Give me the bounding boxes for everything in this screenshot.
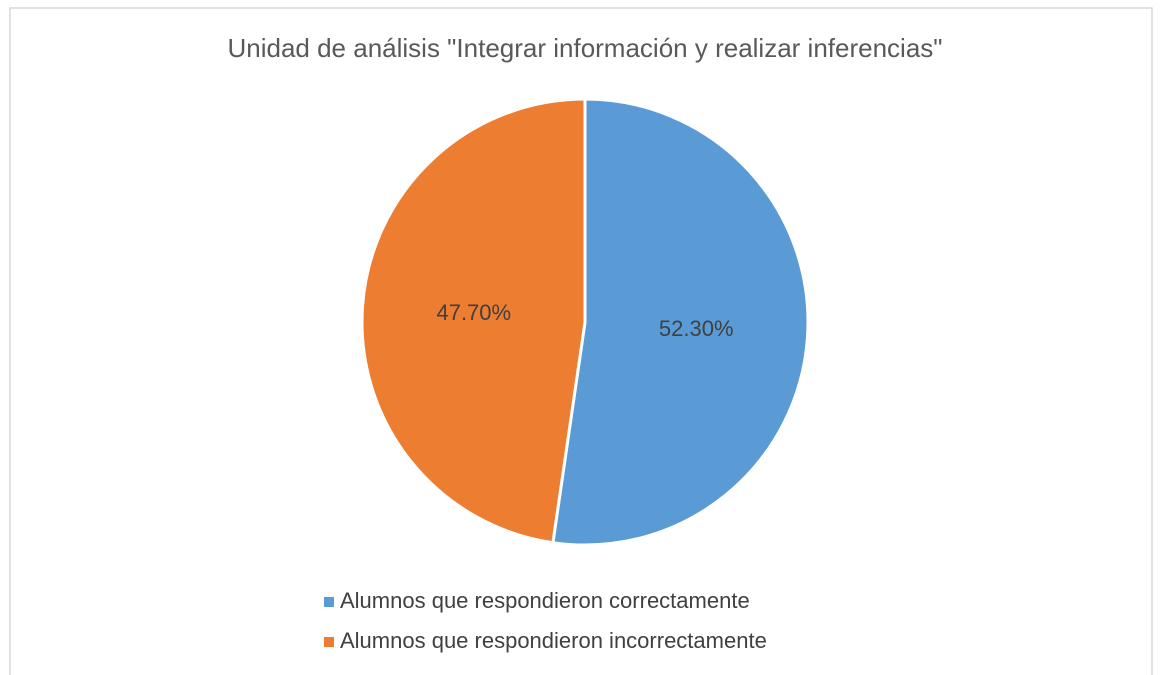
pie-slice	[360, 97, 587, 545]
legend-label: Alumnos que respondieron incorrectamente	[340, 628, 767, 653]
chart-border	[9, 7, 1153, 675]
legend-marker	[324, 597, 334, 607]
pie-slice	[551, 97, 810, 547]
legend-marker	[324, 637, 334, 647]
legend-label: Alumnos que respondieron correctamente	[340, 588, 750, 613]
chart-title: Unidad de análisis "Integrar información…	[227, 33, 942, 63]
data-label: 52.30%	[659, 316, 734, 341]
data-label: 47.70%	[436, 300, 511, 325]
